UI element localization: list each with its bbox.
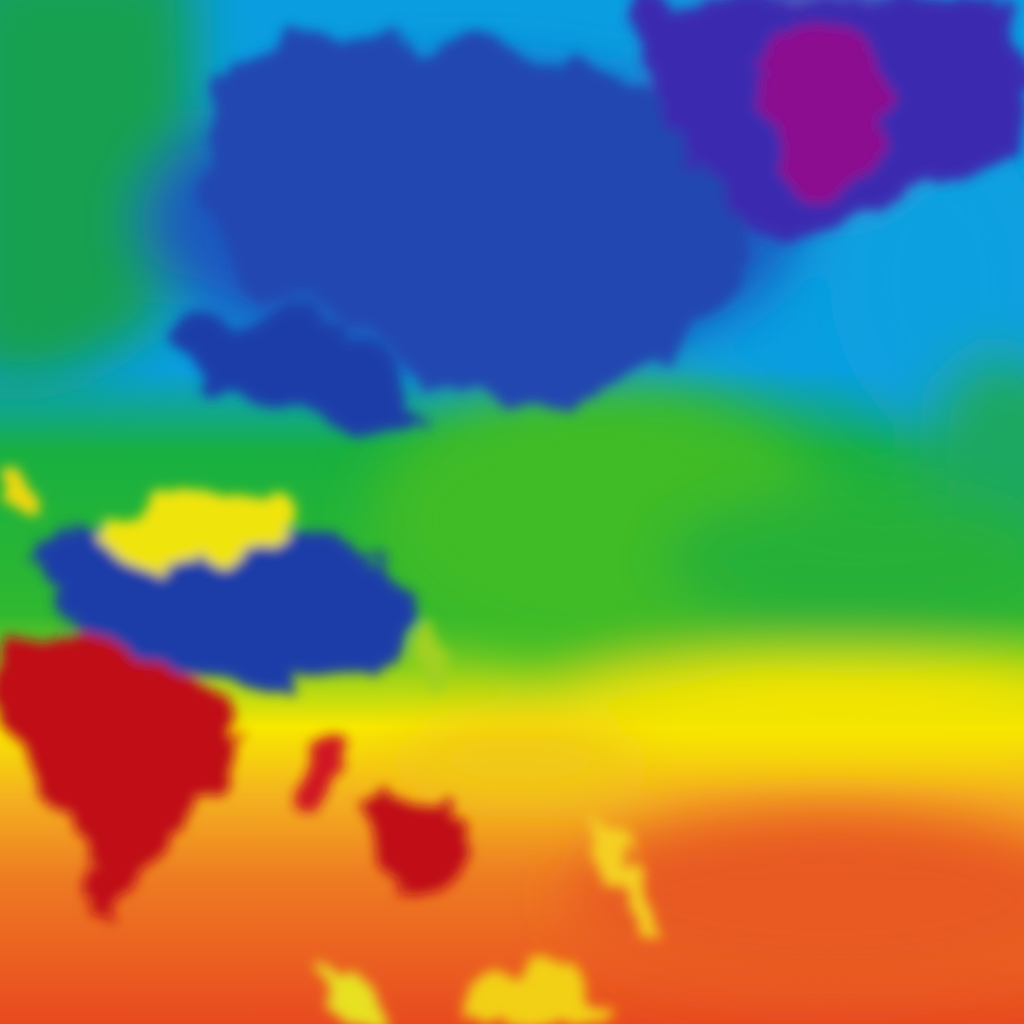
page: (() => { const data = JSON.parse(documen… [0, 0, 1024, 1024]
temperature-map [0, 0, 1024, 1024]
regions [0, 0, 1024, 1024]
